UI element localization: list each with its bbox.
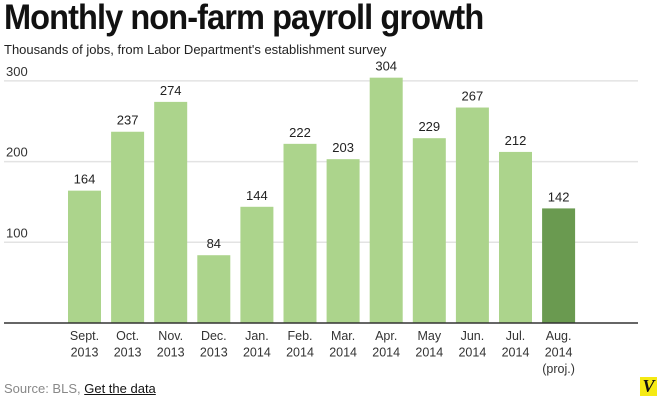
x-tick-label: 2014 — [286, 346, 314, 360]
bar — [542, 208, 576, 323]
bar — [326, 159, 360, 323]
data-label: 274 — [160, 83, 182, 98]
x-tick-label: Dec. — [201, 329, 227, 343]
data-label: 237 — [117, 113, 139, 128]
y-tick-label: 200 — [6, 145, 28, 160]
data-label: 84 — [207, 236, 221, 251]
chart-title: Monthly non-farm payroll growth — [4, 0, 484, 37]
bar — [283, 143, 317, 323]
data-label: 203 — [332, 140, 354, 155]
x-tick-label: May — [417, 329, 441, 343]
data-label: 267 — [462, 89, 484, 104]
x-tick-label: 2013 — [200, 346, 228, 360]
x-tick-label: Sept. — [70, 329, 99, 343]
data-label: 212 — [505, 133, 527, 148]
chart-subtitle: Thousands of jobs, from Labor Department… — [4, 42, 387, 57]
data-label: 229 — [418, 119, 440, 134]
x-tick-label: 2014 — [372, 346, 400, 360]
y-tick-label: 100 — [6, 225, 28, 240]
bar — [154, 101, 188, 324]
x-tick-label: (proj.) — [542, 362, 575, 376]
vox-logo: V — [640, 377, 657, 396]
data-label: 164 — [74, 172, 96, 187]
source-note: Source: BLS, Get the data — [4, 381, 156, 396]
bar — [369, 77, 403, 323]
x-tick-label: 2013 — [71, 346, 99, 360]
x-tick-label: 2014 — [458, 346, 486, 360]
source-text: Source: BLS, — [4, 381, 81, 396]
x-tick-label: Feb. — [287, 329, 312, 343]
x-tick-label: 2014 — [329, 346, 357, 360]
data-label: 144 — [246, 188, 268, 203]
x-tick-label: 2014 — [243, 346, 271, 360]
x-tick-label: Nov. — [158, 329, 183, 343]
x-tick-label: 2014 — [415, 346, 443, 360]
x-tick-label: Jul. — [506, 329, 525, 343]
bar-chart: 100 200 300 164 Sept. 2013 237 Oct. 2013 274 Nov. 2… — [4, 59, 638, 376]
x-tick-label: Mar. — [331, 329, 355, 343]
bar — [455, 107, 489, 323]
x-tick-label: 2013 — [114, 346, 142, 360]
get-data-link[interactable]: Get the data — [84, 381, 156, 396]
x-tick-label: Jun. — [461, 329, 485, 343]
data-label: 142 — [548, 189, 570, 204]
data-label: 222 — [289, 125, 311, 140]
x-tick-label: 2013 — [157, 346, 185, 360]
bar — [68, 190, 101, 323]
x-tick-label: Jan. — [245, 329, 269, 343]
x-tick-label: Oct. — [116, 329, 139, 343]
bar — [111, 131, 145, 323]
data-label: 304 — [375, 59, 397, 74]
x-tick-label: Aug. — [546, 329, 572, 343]
bar — [499, 151, 532, 323]
x-tick-label: Apr. — [375, 329, 397, 343]
y-tick-label: 300 — [6, 64, 28, 79]
x-tick-label: 2014 — [502, 346, 530, 360]
bar — [197, 255, 231, 323]
x-tick-label: 2014 — [545, 346, 573, 360]
bar — [240, 206, 274, 323]
bar — [412, 138, 446, 323]
